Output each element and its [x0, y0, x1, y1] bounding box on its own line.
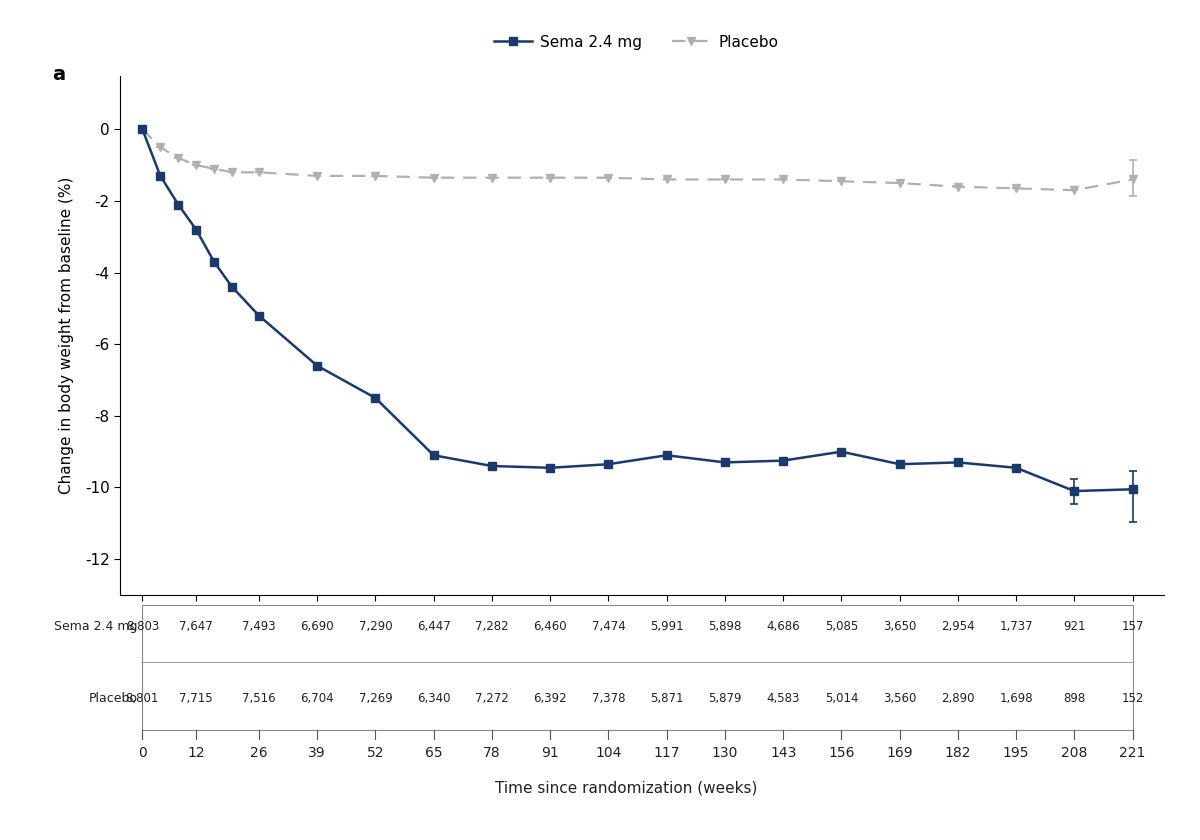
Text: 6,460: 6,460 — [533, 620, 566, 633]
Text: 7,516: 7,516 — [242, 692, 276, 705]
Y-axis label: Change in body weight from baseline (%): Change in body weight from baseline (%) — [59, 176, 73, 494]
Legend: Sema 2.4 mg, Placebo: Sema 2.4 mg, Placebo — [487, 29, 785, 56]
Text: 5,991: 5,991 — [650, 620, 684, 633]
Text: 91: 91 — [541, 747, 559, 760]
Text: 898: 898 — [1063, 692, 1086, 705]
Text: 1,737: 1,737 — [1000, 620, 1033, 633]
Text: 5,085: 5,085 — [824, 620, 858, 633]
Text: 39: 39 — [308, 747, 326, 760]
Text: 5,879: 5,879 — [708, 692, 742, 705]
Text: 6,447: 6,447 — [416, 620, 450, 633]
Text: 26: 26 — [250, 747, 268, 760]
Text: 182: 182 — [944, 747, 971, 760]
Text: 117: 117 — [653, 747, 680, 760]
Text: 4,686: 4,686 — [767, 620, 800, 633]
Text: 7,715: 7,715 — [179, 692, 212, 705]
Text: 6,340: 6,340 — [416, 692, 450, 705]
Text: 7,272: 7,272 — [475, 692, 509, 705]
Text: 8,801: 8,801 — [126, 692, 160, 705]
Text: 157: 157 — [1122, 620, 1144, 633]
Text: 0: 0 — [138, 747, 146, 760]
Text: 2,954: 2,954 — [941, 620, 974, 633]
Bar — [143, 605, 1133, 730]
Text: 78: 78 — [484, 747, 500, 760]
Text: 156: 156 — [828, 747, 854, 760]
Text: 65: 65 — [425, 747, 443, 760]
Text: 5,898: 5,898 — [708, 620, 742, 633]
Text: 7,290: 7,290 — [359, 620, 392, 633]
Text: 208: 208 — [1061, 747, 1087, 760]
Text: 7,474: 7,474 — [592, 620, 625, 633]
Text: 7,378: 7,378 — [592, 692, 625, 705]
Text: 130: 130 — [712, 747, 738, 760]
Text: 5,014: 5,014 — [824, 692, 858, 705]
Text: 7,282: 7,282 — [475, 620, 509, 633]
Text: 5,871: 5,871 — [650, 692, 683, 705]
Text: 12: 12 — [187, 747, 205, 760]
Text: Sema 2.4 mg: Sema 2.4 mg — [54, 620, 138, 633]
Text: 3,650: 3,650 — [883, 620, 917, 633]
Text: Time since randomization (weeks): Time since randomization (weeks) — [496, 780, 757, 795]
Text: 7,493: 7,493 — [242, 620, 276, 633]
Text: 169: 169 — [887, 747, 913, 760]
Text: 8,803: 8,803 — [126, 620, 160, 633]
Text: 3,560: 3,560 — [883, 692, 917, 705]
Text: 52: 52 — [367, 747, 384, 760]
Text: a: a — [52, 66, 65, 84]
Text: 143: 143 — [770, 747, 797, 760]
Text: 6,690: 6,690 — [300, 620, 334, 633]
Text: Placebo: Placebo — [89, 692, 138, 705]
Text: 221: 221 — [1120, 747, 1146, 760]
Text: 6,392: 6,392 — [533, 692, 566, 705]
Text: 921: 921 — [1063, 620, 1086, 633]
Text: 7,647: 7,647 — [179, 620, 214, 633]
Text: 2,890: 2,890 — [941, 692, 974, 705]
Text: 104: 104 — [595, 747, 622, 760]
Text: 6,704: 6,704 — [300, 692, 334, 705]
Text: 4,583: 4,583 — [767, 692, 800, 705]
Text: 7,269: 7,269 — [359, 692, 392, 705]
Text: 1,698: 1,698 — [1000, 692, 1033, 705]
Text: 195: 195 — [1003, 747, 1030, 760]
Text: 152: 152 — [1122, 692, 1144, 705]
